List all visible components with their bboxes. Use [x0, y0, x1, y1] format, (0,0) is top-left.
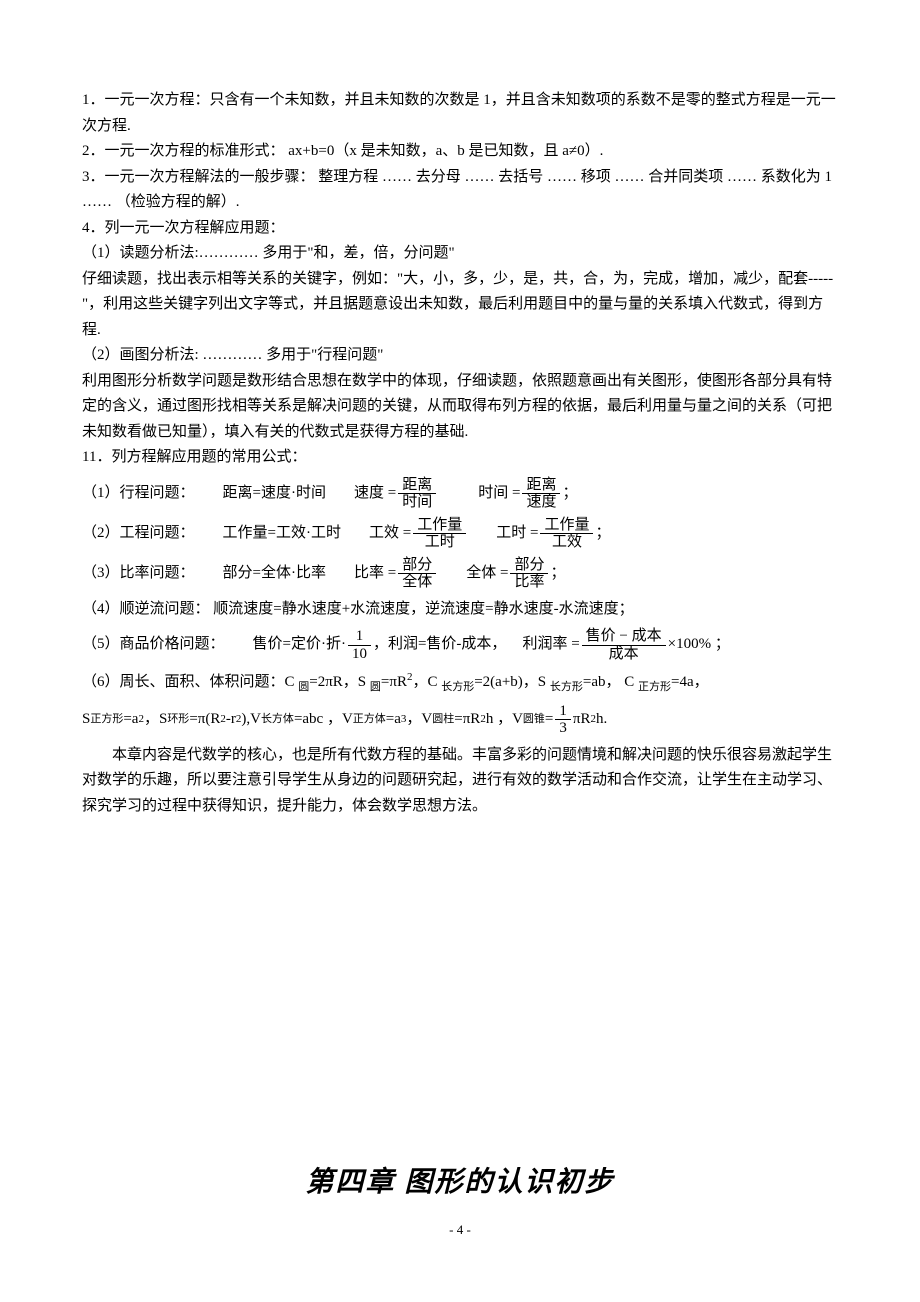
f2-eq3-num: 工作量: [540, 517, 593, 535]
f6b-5: -r: [226, 707, 236, 733]
formula-row-2: （2）工程问题： 工作量=工效·工时 工效 = 工作量 工时 工时 = 工作量 …: [82, 517, 838, 551]
f6a-sub2: 圆: [370, 681, 381, 693]
para-2: 2．一元一次方程的标准形式： ax+b=0（x 是未知数，a、b 是已知数，且 …: [82, 139, 838, 165]
f6b-13: πR: [573, 707, 591, 733]
f5-eq3-tail: ×100% ；: [668, 632, 730, 658]
f5-eq1-den: 10: [348, 646, 371, 663]
formula-row-6b: S 正方形=a2，S 环形=π(R2-r2),V 长方体=abc ，V 正方体=…: [82, 703, 838, 737]
f6b-6: ),V: [241, 707, 261, 733]
f2-eq1: 工作量=工效·工时: [223, 521, 341, 547]
f6a-mid4: =2(a+b)，S: [474, 674, 550, 690]
f1-eq2-frac: 距离 时间: [398, 477, 436, 511]
f5-eq3-lhs: 利润率 =: [522, 632, 579, 658]
f6b-sub2: 环形: [167, 710, 189, 729]
f6b-sub6: 圆锥: [523, 710, 545, 729]
f5-eq3-frac: 售价 − 成本 成本: [582, 628, 666, 662]
f6a-mid6: =4a，: [671, 674, 709, 690]
f5-eq1-frac: 1 10: [348, 628, 371, 662]
f3-semi: ；: [550, 561, 565, 587]
f6a-1: （6）周长、面积、体积问题：C: [82, 674, 298, 690]
f6a-mid2: =πR: [381, 674, 407, 690]
f5-eq1-lhs: 售价=定价·折·: [253, 632, 346, 658]
f5-eq2: ，利润=售价-成本，: [373, 632, 506, 658]
f6a-sub3: 长方形: [441, 681, 474, 693]
formula-row-4: （4）顺逆流问题： 顺流速度=静水速度+水流速度，逆流速度=静水速度-水流速度；: [82, 597, 838, 623]
f1-eq2-num: 距离: [398, 477, 436, 495]
f2-eq2-lhs: 工效 =: [369, 521, 411, 547]
f6b-1: S: [82, 707, 90, 733]
f2-label: （2）工程问题：: [82, 521, 195, 547]
f6b-2: =a: [123, 707, 138, 733]
f1-eq3-num: 距离: [522, 477, 560, 495]
f3-eq2-lhs: 比率 =: [354, 561, 396, 587]
formula-row-1: （1）行程问题： 距离=速度·时间 速度 = 距离 时间 时间 = 距离 速度 …: [82, 477, 838, 511]
f2-eq3-lhs: 工时 =: [496, 521, 538, 547]
formula-row-6a: （6）周长、面积、体积问题：C 圆=2πR，S 圆=πR2，C 长方形=2(a+…: [82, 668, 838, 697]
f3-eq2-num: 部分: [398, 557, 436, 575]
f6b-11: h ，V: [486, 707, 523, 733]
f6b-14: h.: [596, 707, 607, 733]
f2-eq2-den: 工时: [413, 534, 466, 551]
f3-label: （3）比率问题：: [82, 561, 195, 587]
f1-eq2-lhs: 速度 =: [354, 481, 396, 507]
formula-row-5: （5）商品价格问题： 售价=定价·折· 1 10 ，利润=售价-成本， 利润率 …: [82, 628, 838, 662]
para-7: （2）画图分析法: ………… 多用于"行程问题": [82, 343, 838, 369]
formula-row-3: （3）比率问题： 部分=全体·比率 比率 = 部分 全体 全体 = 部分 比率 …: [82, 557, 838, 591]
para-3: 3．一元一次方程解法的一般步骤： 整理方程 …… 去分母 …… 去括号 …… 移…: [82, 165, 838, 216]
f1-label: （1）行程问题：: [82, 481, 195, 507]
f6a-mid3: ，C: [412, 674, 441, 690]
f2-eq3-frac: 工作量 工效: [540, 517, 593, 551]
f6b-sub5: 圆柱: [432, 710, 454, 729]
f3-eq3-lhs: 全体 =: [466, 561, 508, 587]
f6b-10: =πR: [454, 707, 480, 733]
f1-eq3-frac: 距离 速度: [522, 477, 560, 511]
f6b-frac-den: 3: [555, 720, 571, 737]
f6b-4: =π(R: [189, 707, 220, 733]
f6a-sub5: 正方形: [638, 681, 671, 693]
f6b-frac-num: 1: [555, 703, 571, 721]
f3-eq2-den: 全体: [398, 574, 436, 591]
f6b-sub3: 长方体: [261, 710, 294, 729]
chapter-title: 第四章 图形的认识初步: [82, 1159, 838, 1207]
page-number: - 4 -: [82, 1219, 838, 1241]
f6b-frac: 13: [555, 703, 571, 737]
f2-semi: ；: [595, 521, 610, 547]
para-8: 利用图形分析数学问题是数形结合思想在数学中的体现，仔细读题，依照题意画出有关图形…: [82, 369, 838, 446]
f6a-mid5: =ab， C: [583, 674, 638, 690]
f3-eq1: 部分=全体·比率: [223, 561, 326, 587]
f6b-8: =a: [386, 707, 401, 733]
para-1: 1．一元一次方程：只含有一个未知数，并且未知数的次数是 1，并且含未知数项的系数…: [82, 88, 838, 139]
f5-eq3-num: 售价 − 成本: [582, 628, 666, 646]
f3-eq3-den: 比率: [510, 574, 548, 591]
f1-eq3-lhs: 时间 =: [478, 481, 520, 507]
f3-eq3-frac: 部分 比率: [510, 557, 548, 591]
para-6: 仔细读题，找出表示相等关系的关键字，例如："大，小，多，少，是，共，合，为，完成…: [82, 267, 838, 344]
f6b-9: ，V: [406, 707, 432, 733]
f6a-sub1: 圆: [298, 681, 309, 693]
f3-eq2-frac: 部分 全体: [398, 557, 436, 591]
f5-eq1-num: 1: [348, 628, 371, 646]
f2-eq2-num: 工作量: [413, 517, 466, 535]
f6a-mid1: =2πR，S: [309, 674, 370, 690]
f5-eq3-den: 成本: [582, 646, 666, 663]
para-5: （1）读题分析法:………… 多用于"和，差，倍，分问题": [82, 241, 838, 267]
f1-eq1: 距离=速度·时间: [223, 481, 326, 507]
f2-eq2-frac: 工作量 工时: [413, 517, 466, 551]
f1-semi: ；: [562, 481, 577, 507]
f6b-sub4: 正方体: [353, 710, 386, 729]
f6b-7: =abc ，V: [294, 707, 353, 733]
f6a-sub4: 长方形: [550, 681, 583, 693]
f6b-12: =: [545, 707, 553, 733]
f3-eq3-num: 部分: [510, 557, 548, 575]
f2-eq3-den: 工效: [540, 534, 593, 551]
closing-paragraph: 本章内容是代数学的核心，也是所有代数方程的基础。丰富多彩的问题情境和解决问题的快…: [82, 743, 838, 820]
para-9: 11．列方程解应用题的常用公式：: [82, 445, 838, 471]
f1-eq3-den: 速度: [522, 494, 560, 511]
para-4: 4．列一元一次方程解应用题：: [82, 216, 838, 242]
f1-eq2-den: 时间: [398, 494, 436, 511]
f5-label: （5）商品价格问题：: [82, 632, 225, 658]
f6b-sub1: 正方形: [90, 710, 123, 729]
f6b-3: ，S: [144, 707, 167, 733]
